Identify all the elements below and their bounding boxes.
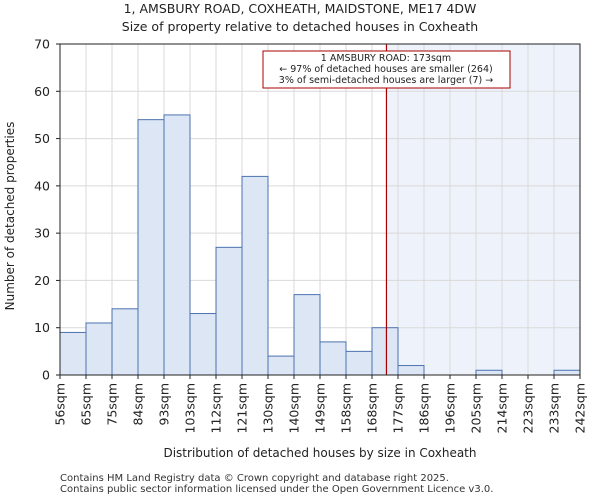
y-tick-label: 40 bbox=[34, 178, 50, 193]
x-tick-label: 168sqm bbox=[365, 383, 380, 433]
histogram-bar bbox=[345, 350, 373, 376]
histogram-bar bbox=[371, 327, 399, 376]
annotation-frame bbox=[262, 50, 511, 89]
x-tick-label: 84sqm bbox=[131, 383, 146, 426]
x-tick-label: 103sqm bbox=[183, 383, 198, 433]
x-tick-label: 214sqm bbox=[495, 383, 510, 433]
highlight-region-layer bbox=[386, 44, 580, 375]
histogram-bar bbox=[137, 119, 165, 376]
chart-title-line1: 1, AMSBURY ROAD, COXHEATH, MAIDSTONE, ME… bbox=[124, 1, 477, 16]
histogram-bar bbox=[553, 369, 581, 376]
histogram-bar bbox=[241, 175, 269, 376]
y-tick-label: 30 bbox=[34, 226, 50, 241]
footer-line-2: Contains public sector information licen… bbox=[60, 484, 494, 495]
histogram-bar bbox=[475, 369, 503, 376]
chart-title-line2: Size of property relative to detached ho… bbox=[122, 19, 478, 34]
x-tick-label: 112sqm bbox=[209, 383, 224, 433]
x-tick-label: 233sqm bbox=[547, 383, 562, 433]
y-tick-label: 60 bbox=[34, 84, 50, 99]
histogram-bar bbox=[111, 308, 139, 376]
x-tick-label: 93sqm bbox=[157, 383, 172, 426]
histogram-bar bbox=[163, 114, 191, 376]
histogram-bar bbox=[189, 313, 217, 376]
histogram-bar bbox=[397, 365, 425, 376]
y-tick-label: 20 bbox=[34, 273, 50, 288]
footer-line-1: Contains HM Land Registry data © Crown c… bbox=[60, 473, 449, 484]
x-tick-label: 56sqm bbox=[53, 383, 68, 426]
histogram-bar bbox=[85, 322, 113, 376]
x-tick-label: 242sqm bbox=[573, 383, 588, 433]
x-axis-label: Distribution of detached houses by size … bbox=[163, 446, 476, 460]
histogram-bar bbox=[319, 341, 347, 376]
x-tick-label: 186sqm bbox=[417, 383, 432, 433]
bars bbox=[59, 114, 581, 376]
x-tick-label: 75sqm bbox=[105, 383, 120, 426]
x-tick-label: 196sqm bbox=[443, 383, 458, 433]
y-tick-label: 10 bbox=[34, 320, 50, 335]
x-tick-label: 149sqm bbox=[313, 383, 328, 433]
x-tick-label: 65sqm bbox=[79, 383, 94, 426]
histogram-bar bbox=[267, 355, 295, 376]
y-tick-labels: 0 10 20 30 40 50 60 70 bbox=[34, 37, 60, 383]
histogram-bar bbox=[293, 294, 321, 376]
x-tick-label: 130sqm bbox=[261, 383, 276, 433]
annotation-line-1: 1 AMSBURY ROAD: 173sqm bbox=[321, 53, 451, 64]
annotation-line-3: 3% of semi-detached houses are larger (7… bbox=[279, 75, 493, 86]
x-tick-label: 205sqm bbox=[469, 383, 484, 433]
y-tick-label: 70 bbox=[34, 37, 50, 52]
x-tick-label: 158sqm bbox=[339, 383, 354, 433]
histogram-bar bbox=[215, 246, 243, 376]
highlight-region bbox=[386, 44, 580, 375]
x-tick-label: 223sqm bbox=[521, 383, 536, 433]
annotation-box: 1 AMSBURY ROAD: 173sqm ← 97% of detached… bbox=[262, 50, 511, 89]
x-tick-label: 177sqm bbox=[391, 383, 406, 433]
y-tick-label: 0 bbox=[42, 368, 50, 383]
y-axis-label: Number of detached properties bbox=[3, 122, 17, 311]
x-tick-label: 121sqm bbox=[235, 383, 250, 433]
y-tick-label: 50 bbox=[34, 131, 50, 146]
histogram-bar bbox=[59, 331, 87, 376]
x-tick-label: 140sqm bbox=[287, 383, 302, 433]
x-tick-labels: 56sqm 65sqm 75sqm 84sqm 93sqm 103sqm 112sqm 121… bbox=[53, 375, 588, 433]
annotation-line-2: ← 97% of detached houses are smaller (26… bbox=[279, 64, 492, 75]
